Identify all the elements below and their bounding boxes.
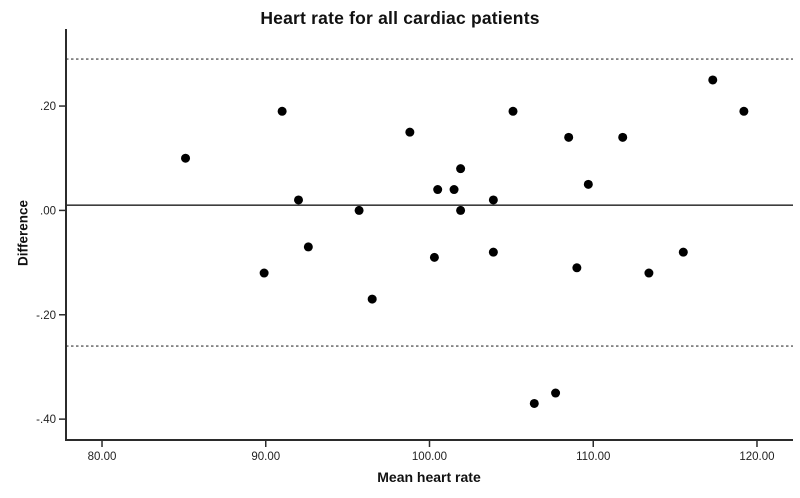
x-tick-label: 120.00 — [739, 451, 774, 463]
data-point — [678, 247, 688, 257]
data-point — [449, 185, 459, 195]
data-point — [277, 106, 287, 116]
data-point — [259, 268, 269, 278]
x-tick-label: 90.00 — [251, 451, 280, 463]
data-point — [564, 132, 574, 142]
y-tick-label: -.40 — [36, 414, 56, 426]
data-point — [583, 179, 593, 189]
data-point — [367, 294, 377, 304]
data-point — [181, 153, 191, 163]
data-point — [488, 195, 498, 205]
data-point — [303, 242, 313, 252]
data-point — [488, 247, 498, 257]
data-point — [405, 127, 415, 137]
data-point — [294, 195, 304, 205]
y-tick-label: -.20 — [36, 310, 56, 322]
data-point — [529, 398, 539, 408]
data-point — [508, 106, 518, 116]
data-point — [739, 106, 749, 116]
y-tick-label: .20 — [40, 101, 56, 113]
data-point — [708, 75, 718, 85]
x-tick-label: 100.00 — [412, 451, 447, 463]
data-point — [456, 205, 466, 215]
data-point — [551, 388, 561, 398]
chart-title: Heart rate for all cardiac patients — [260, 8, 540, 28]
data-point — [429, 252, 439, 262]
data-point — [433, 185, 443, 195]
data-point — [644, 268, 654, 278]
data-point — [618, 132, 628, 142]
data-point — [572, 263, 582, 273]
data-point — [456, 164, 466, 174]
x-tick-label: 80.00 — [88, 451, 117, 463]
x-axis-title: Mean heart rate — [377, 469, 481, 485]
y-tick-label: .00 — [40, 205, 56, 217]
data-point — [354, 205, 364, 215]
x-tick-label: 110.00 — [576, 451, 610, 463]
